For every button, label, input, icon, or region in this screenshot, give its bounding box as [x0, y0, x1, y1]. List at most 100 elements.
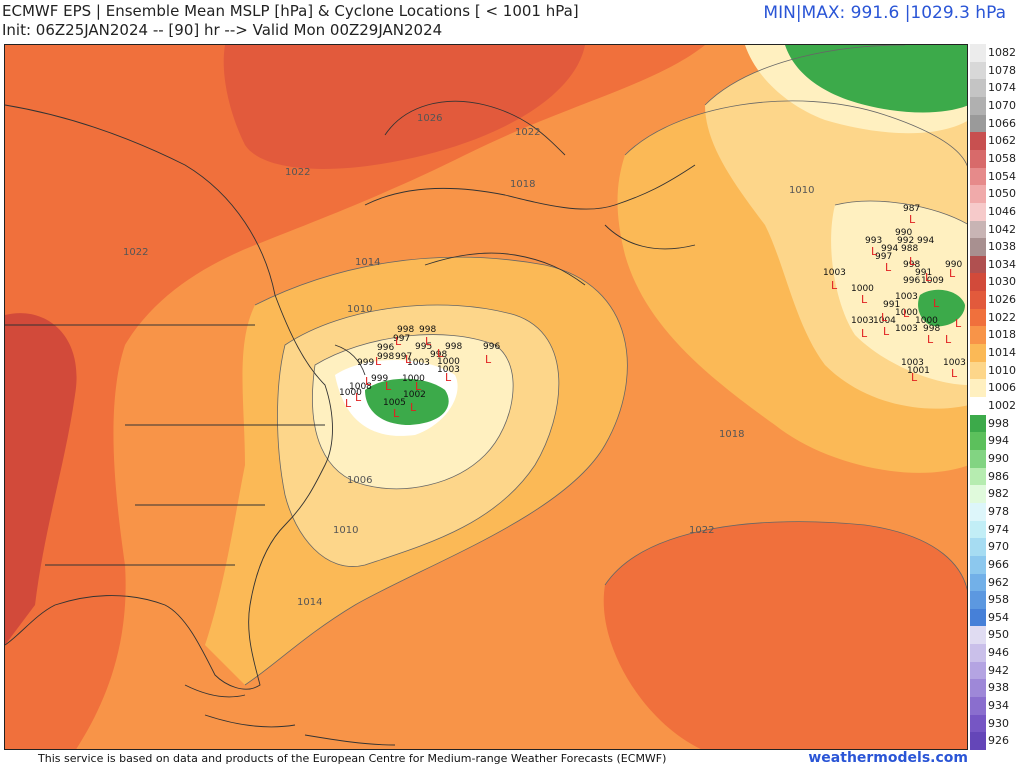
- colorbar-swatch: [970, 79, 986, 98]
- cyclone-pressure: 999: [371, 374, 388, 384]
- colorbar-label: 986: [988, 469, 1009, 483]
- colorbar-label: 1070: [988, 98, 1016, 112]
- isobar-label: 1010: [789, 185, 814, 196]
- cyclone-pressure: 998: [430, 350, 447, 360]
- cyclone-pressure: 990: [895, 228, 912, 238]
- colorbar-swatch: [970, 132, 986, 151]
- colorbar-label: 1018: [988, 328, 1016, 342]
- isobar-label: 1006: [347, 475, 372, 486]
- isobars: [244, 45, 967, 686]
- colorbar-swatch: [970, 238, 986, 257]
- colorbar-swatch: [970, 149, 986, 169]
- colorbar-label: 946: [988, 646, 1009, 660]
- svg-text:L: L: [405, 353, 412, 366]
- colorbar-swatch: [970, 344, 986, 363]
- colorbar-label: 994: [988, 434, 1009, 448]
- cyclone-pressure: 1003: [943, 358, 966, 368]
- data-credit: This service is based on data and produc…: [38, 752, 667, 765]
- colorbar-swatch: [970, 326, 986, 345]
- cyclone-pressure: 996: [483, 342, 500, 352]
- header: ECMWF EPS | Ensemble Mean MSLP [hPa] & C…: [0, 0, 1024, 44]
- colorbar-label: 1038: [988, 240, 1016, 254]
- cyclone-pressure: 995: [415, 342, 432, 352]
- field-1026: [223, 45, 586, 169]
- cyclone-pressure: 993: [865, 236, 882, 246]
- colorbar-swatch: [970, 644, 986, 663]
- colorbar-label: 958: [988, 593, 1009, 607]
- colorbar-label: 966: [988, 557, 1009, 571]
- svg-text:L: L: [945, 333, 952, 346]
- cyclone-pressure: 998: [397, 325, 414, 335]
- map-canvas: 1026 1022 1022 1022 1018 1014 1010 1010 …: [5, 45, 967, 749]
- colorbar-swatch: [970, 61, 986, 80]
- colorbar-swatch: [970, 697, 986, 716]
- colorbar-label: 954: [988, 610, 1009, 624]
- svg-text:L: L: [437, 347, 444, 360]
- colorbar-label: 926: [988, 734, 1009, 748]
- cyclone-pressure: 1003: [823, 268, 846, 278]
- cyclone-pressure: 997: [875, 252, 892, 262]
- svg-text:L: L: [909, 255, 916, 268]
- field-1022-west: [5, 45, 705, 749]
- min-max-readout: MIN|MAX: 991.6 |1029.3 hPa: [763, 3, 1006, 23]
- svg-text:L: L: [925, 271, 932, 284]
- cyclone-pressure: 1000: [895, 308, 918, 318]
- colorbar-label: 1022: [988, 310, 1016, 324]
- colorbar-swatch: [970, 414, 986, 433]
- isobar-label: 1014: [355, 257, 380, 268]
- colorbar-label: 1006: [988, 381, 1016, 395]
- colorbar-label: 998: [988, 416, 1009, 430]
- cyclone-pressure: 1008: [349, 382, 372, 392]
- isobar-label: 1022: [515, 127, 540, 138]
- cyclone-pressure: 1001: [907, 366, 930, 376]
- colorbar-swatch: [970, 220, 986, 239]
- pressure-colorbar: 1082 1078 1074 1070 1066 1062 1058 1054 1050 1046…: [970, 44, 1020, 751]
- svg-text:L: L: [861, 327, 868, 340]
- colorbar-label: 1074: [988, 81, 1016, 95]
- field-1026-south: [5, 313, 77, 645]
- cyclone-pressure: 1000: [437, 357, 460, 367]
- cyclone-pressure: 1003: [901, 358, 924, 368]
- colorbar-label: 938: [988, 681, 1009, 695]
- isobar-label: 1018: [510, 179, 535, 190]
- cyclone-pressure: 998: [923, 324, 940, 334]
- svg-text:L: L: [395, 335, 402, 348]
- colorbar-swatch: [970, 661, 986, 680]
- low-center-east: [918, 289, 965, 327]
- colorbar-swatch: [970, 167, 986, 186]
- svg-text:L: L: [365, 375, 372, 388]
- isobar-label: 1014: [297, 597, 322, 608]
- colorbar-swatch: [970, 626, 986, 645]
- cyclone-pressure: 1000: [339, 388, 362, 398]
- colorbar-swatch: [970, 432, 986, 451]
- colorbar-swatch: [970, 379, 986, 398]
- colorbar-label: 1002: [988, 399, 1016, 412]
- svg-text:L: L: [871, 245, 878, 258]
- brand-link[interactable]: weathermodels.com: [808, 750, 968, 766]
- colorbar-swatch: [970, 573, 986, 592]
- cyclone-pressure: 1000: [915, 316, 938, 326]
- colorbar-swatch: [970, 397, 986, 416]
- isobar-label: 1010: [347, 304, 372, 315]
- coastlines: [5, 100, 696, 746]
- cyclone-pressure: 999: [357, 358, 374, 368]
- svg-text:L: L: [425, 335, 432, 348]
- isobar-label: 1010: [333, 525, 358, 536]
- colorbar-label: 1014: [988, 346, 1016, 360]
- colorbar-swatch: [970, 502, 986, 522]
- colorbar-swatch: [970, 449, 986, 469]
- cyclone-pressure: 998: [445, 342, 462, 352]
- cyclone-pressure: 1000: [851, 284, 874, 294]
- cyclone-cluster-east: 987 990 993 992 994 997 994 988 998 991 …: [823, 204, 966, 384]
- colorbar-label: 990: [988, 451, 1009, 465]
- cyclone-pressure: 998: [377, 352, 394, 362]
- cyclone-pressure: 991: [883, 300, 900, 310]
- colorbar-swatch: [970, 679, 986, 698]
- cyclone-pressure: 1009: [921, 276, 944, 286]
- colorbar-swatch: [970, 361, 986, 380]
- colorbar-swatch: [970, 202, 986, 221]
- colorbar-label: 978: [988, 504, 1009, 518]
- colorbar-swatch: [970, 308, 986, 327]
- colorbar-label: 1050: [988, 187, 1016, 201]
- colorbar-label: 934: [988, 699, 1009, 713]
